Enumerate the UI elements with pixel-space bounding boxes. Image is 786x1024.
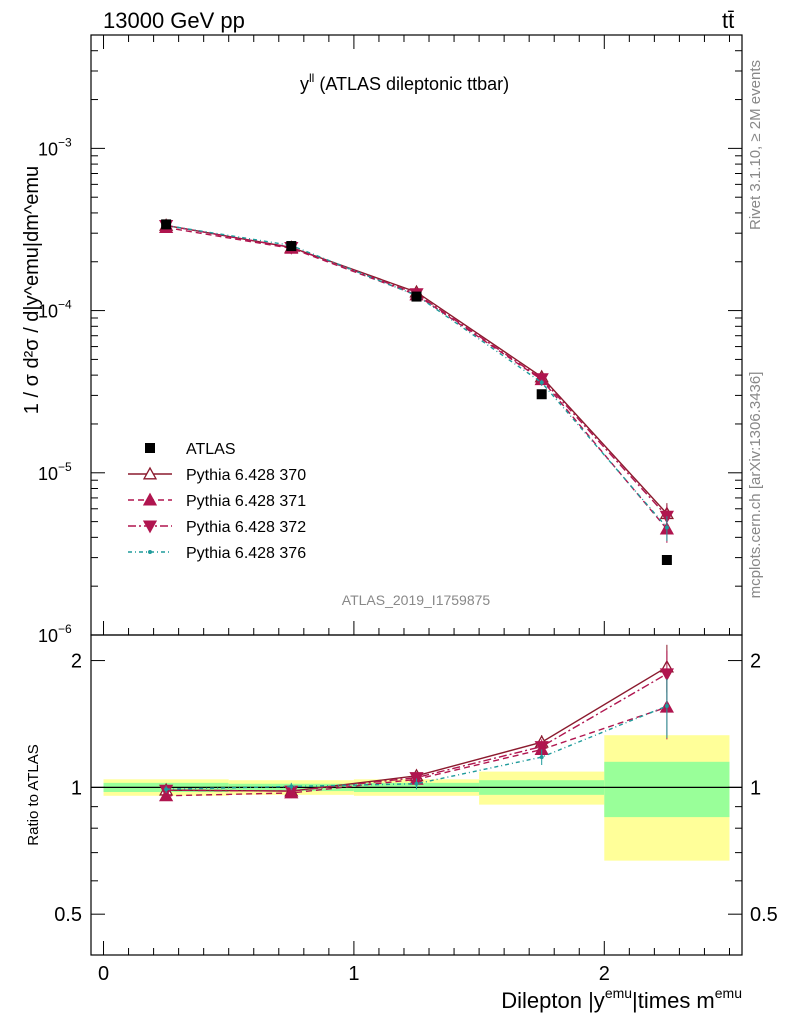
- watermark: ATLAS_2019_I1759875: [342, 592, 491, 608]
- y-tick-label: 10−4: [38, 298, 72, 322]
- ratio-y-tick-label-right: 1: [750, 777, 761, 799]
- marker: [289, 784, 294, 789]
- main-y-label: 1 / σ d²σ / d|y^emu|dm^emu: [21, 166, 43, 414]
- main-panel: 10−3 10−4 10−5 10−6 yll (ATLAS dileptonic t…: [21, 34, 743, 646]
- data-point: [411, 291, 422, 302]
- main-title-sup: ll: [309, 71, 314, 85]
- header-right: tt̄: [722, 8, 734, 33]
- ratio-y-tick-label: 2: [71, 651, 82, 673]
- marker: [659, 668, 674, 682]
- marker: [534, 373, 549, 387]
- marker: [164, 787, 169, 792]
- y-tick-label: 10−6: [38, 622, 72, 646]
- band-green: [604, 761, 730, 818]
- header-left: 13000 GeV pp: [103, 8, 245, 33]
- ratio-series-group: [159, 644, 674, 802]
- main-data-group: [161, 219, 672, 565]
- data-point: [286, 241, 297, 252]
- marker: [142, 492, 158, 506]
- ratio-bands: [91, 735, 742, 861]
- y-tick-label: 10−5: [38, 460, 72, 484]
- marker: [142, 520, 158, 534]
- ratio-y-tick-label-right: 2: [750, 651, 761, 673]
- x-tick-label: 1: [348, 963, 359, 985]
- legend: ATLAS Pythia 6.428 370 Pythia 6.428 371 Pyt…: [128, 441, 306, 562]
- x-tick-label: 0: [98, 963, 109, 985]
- marker: [539, 755, 544, 760]
- legend-label: Pythia 6.428 376: [186, 545, 306, 562]
- marker: [148, 550, 152, 554]
- legend-data-marker: [145, 443, 155, 453]
- ratio-y-tick-label: 0.5: [54, 904, 82, 926]
- data-point: [661, 554, 672, 565]
- marker: [414, 781, 419, 786]
- ratio-series-3: [164, 678, 669, 793]
- ratio-y-tick-label-right: 0.5: [750, 904, 778, 926]
- x-axis-label: Dilepton |yemu|times memu: [501, 985, 742, 1013]
- ratio-y-label: Ratio to ATLAS: [25, 744, 42, 845]
- marker: [539, 380, 544, 385]
- x-tick-label: 2: [599, 963, 610, 985]
- legend-label: Pythia 6.428 371: [186, 493, 306, 510]
- series-line: [166, 224, 668, 528]
- rivet-label: Rivet 3.1.10, ≥ 2M events: [747, 60, 764, 230]
- data-point: [536, 389, 547, 400]
- mcplots-label: mcplots.cern.ch [arXiv:1306.3436]: [747, 372, 764, 599]
- main-y-ticks: 10−3 10−4 10−5 10−6: [38, 34, 742, 646]
- marker: [664, 525, 669, 530]
- marker: [142, 466, 158, 480]
- y-tick-label: 10−3: [38, 135, 72, 159]
- main-x-ticks: [103, 35, 730, 635]
- legend-data-label: ATLAS: [186, 441, 236, 458]
- ratio-panel: 0.5 0.5 1 1 2 2 0 1 2 Ratio to ATLAS Dilepton |y…: [25, 634, 778, 1013]
- legend-label: Pythia 6.428 372: [186, 519, 306, 536]
- ratio-series-2: [159, 650, 674, 799]
- ratio-frame: [90, 634, 743, 956]
- marker: [664, 704, 669, 709]
- ratio-ticks: 0.5 0.5 1 1 2 2 0 1 2: [54, 651, 778, 985]
- legend-label: Pythia 6.428 370: [186, 467, 306, 484]
- marker: [409, 772, 424, 785]
- data-point: [161, 219, 172, 230]
- main-title: yll (ATLAS dileptonic ttbar): [300, 71, 509, 94]
- marker: [534, 741, 549, 754]
- ratio-y-tick-label: 1: [71, 777, 82, 799]
